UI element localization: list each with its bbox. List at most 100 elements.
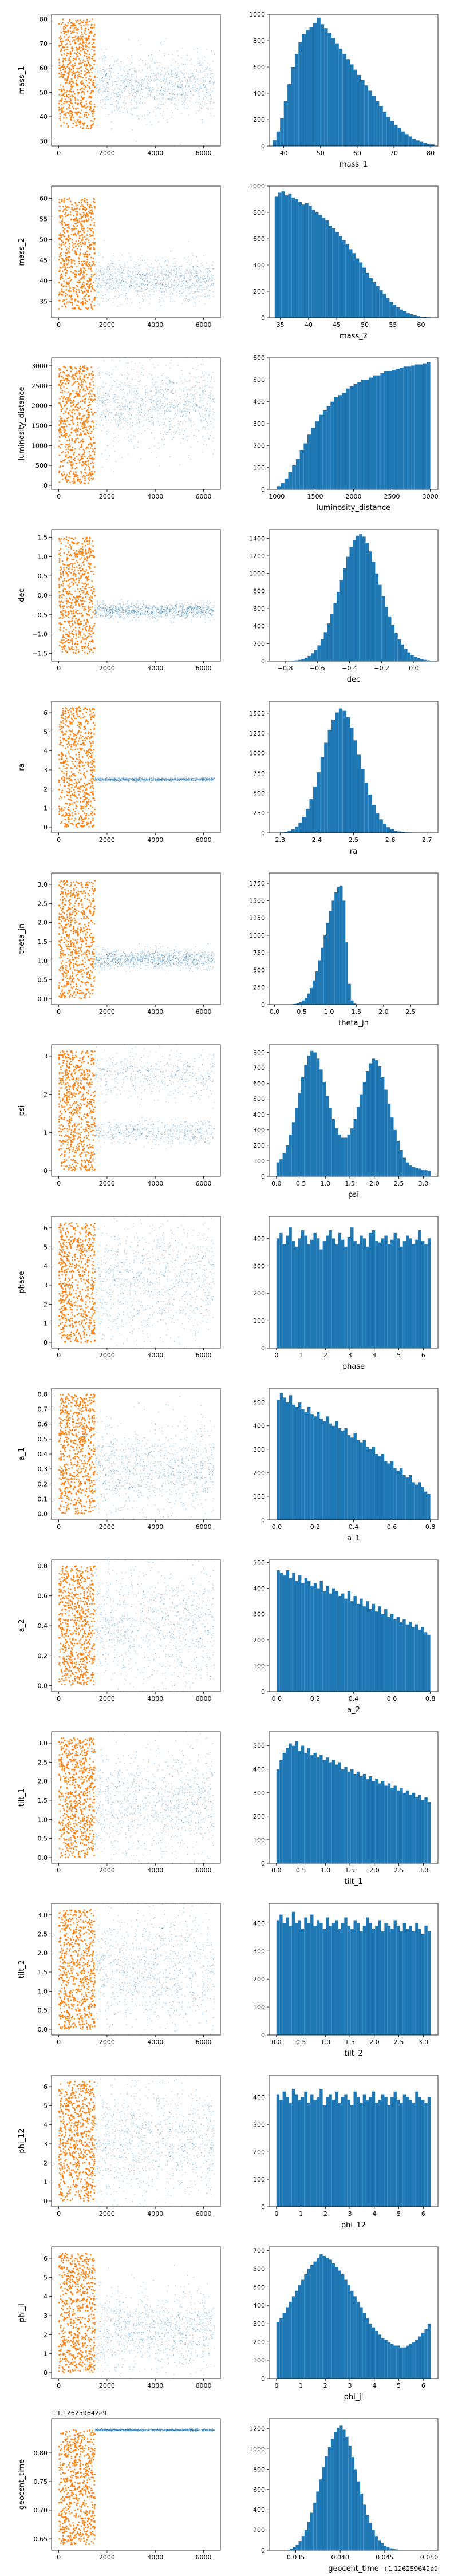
burnin-point: [90, 101, 92, 102]
sample-point: [199, 88, 200, 89]
sample-point: [179, 268, 180, 269]
burnin-point: [91, 27, 93, 29]
y-tick-label: 60: [40, 65, 48, 72]
burnin-point: [61, 42, 62, 44]
burnin-point: [69, 27, 71, 29]
burnin-point: [75, 108, 77, 110]
burnin-point: [72, 23, 74, 25]
sample-point: [130, 284, 131, 285]
sample-point: [147, 82, 148, 83]
burnin-point: [73, 108, 75, 109]
sample-point: [125, 295, 126, 296]
sample-point: [168, 276, 169, 277]
burnin-point: [72, 31, 73, 33]
sample-point: [168, 54, 169, 55]
burnin-point: [68, 82, 70, 84]
burnin-point: [72, 64, 74, 65]
burnin-point: [92, 81, 93, 83]
burnin-point: [71, 53, 73, 55]
sample-point: [150, 121, 151, 122]
sample-point: [176, 286, 177, 287]
y-tick-label: 800: [253, 37, 265, 45]
sample-point: [135, 271, 136, 272]
sample-point: [179, 293, 180, 294]
sample-point: [163, 98, 164, 99]
burnin-point: [68, 64, 70, 65]
sample-point: [152, 58, 153, 59]
burnin-point: [78, 72, 80, 73]
sample-point: [168, 286, 169, 287]
sample-point: [101, 286, 102, 287]
burnin-point: [86, 112, 88, 113]
sample-point: [176, 274, 177, 275]
burnin-point: [73, 70, 74, 72]
burnin-point: [73, 120, 75, 122]
sample-point: [189, 287, 190, 288]
burnin-point: [89, 72, 90, 74]
burnin-point: [68, 112, 70, 114]
sample-point: [159, 302, 160, 303]
sample-point: [146, 268, 147, 269]
burnin-point: [67, 78, 69, 80]
sample-point: [109, 279, 110, 280]
burnin-point: [65, 49, 67, 50]
burnin-point: [60, 120, 61, 121]
sample-point: [191, 58, 192, 59]
sample-point: [171, 100, 172, 101]
sample-point: [203, 289, 204, 290]
sample-point: [172, 97, 173, 98]
burnin-point: [91, 72, 93, 74]
burnin-point: [86, 103, 88, 105]
burnin-point: [81, 73, 82, 74]
sample-point: [186, 273, 187, 274]
burnin-point: [93, 46, 94, 48]
sample-point: [144, 275, 145, 276]
sample-point: [190, 277, 191, 278]
sample-point: [97, 292, 98, 293]
sample-point: [147, 284, 148, 285]
sample-point: [182, 281, 183, 282]
burnin-point: [61, 66, 62, 68]
sample-point: [105, 70, 106, 71]
burnin-point: [85, 68, 87, 69]
sample-point: [118, 96, 119, 97]
sample-point: [187, 95, 188, 96]
burnin-point: [81, 34, 83, 35]
sample-point: [186, 295, 187, 296]
sample-point: [107, 82, 108, 83]
sample-point: [109, 269, 110, 270]
sample-point: [142, 296, 143, 297]
sample-point: [199, 285, 200, 286]
sample-point: [203, 97, 204, 98]
sample-point: [156, 68, 157, 69]
sample-point: [117, 59, 118, 60]
histogram-bar: [291, 67, 295, 146]
sample-point: [160, 113, 161, 114]
sample-point: [213, 84, 214, 85]
sample-point: [181, 286, 182, 287]
sample-point: [130, 271, 131, 272]
burnin-point: [86, 58, 88, 60]
sample-point: [137, 291, 138, 292]
burnin-point: [85, 39, 87, 41]
sample-point: [176, 272, 177, 273]
sample-point: [115, 288, 116, 289]
burnin-point: [62, 22, 64, 23]
burnin-point: [93, 50, 95, 52]
burnin-point: [64, 114, 65, 116]
burnin-point: [65, 92, 67, 93]
sample-point: [153, 267, 154, 268]
burnin-point: [60, 84, 61, 86]
sample-point: [109, 79, 110, 80]
sample-point: [136, 93, 137, 94]
burnin-point: [72, 82, 74, 84]
burnin-point: [89, 103, 90, 105]
burnin-point: [78, 48, 80, 49]
histogram-bar: [302, 34, 306, 147]
sample-point: [185, 93, 186, 94]
burnin-point: [75, 42, 77, 44]
sample-point: [164, 91, 165, 92]
burnin-point: [63, 122, 65, 124]
burnin-point: [60, 69, 62, 71]
burnin-point: [66, 123, 68, 125]
